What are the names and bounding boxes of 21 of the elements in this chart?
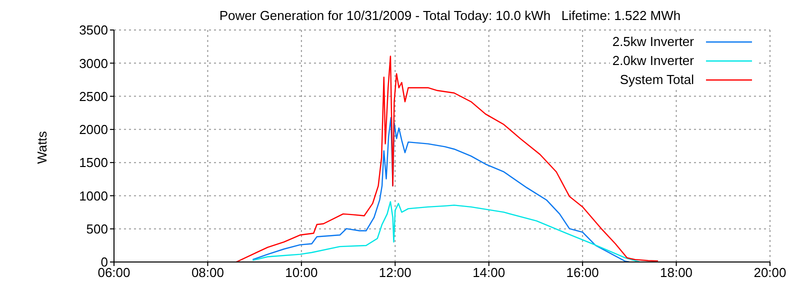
y-tick-label: 2500 bbox=[79, 88, 108, 104]
y-axis-title: Watts bbox=[34, 130, 50, 166]
line-series bbox=[252, 201, 640, 262]
legend-label: 2.5kw Inverter bbox=[612, 34, 694, 49]
legend-label: 2.0kw Inverter bbox=[612, 53, 694, 68]
x-tick-label: 14:00 bbox=[472, 265, 506, 280]
x-tick-label: 10:00 bbox=[285, 265, 318, 280]
x-tick-label: 18:00 bbox=[660, 265, 693, 280]
y-tick-label: 3000 bbox=[79, 56, 108, 71]
line-series bbox=[252, 116, 630, 262]
legend-label: System Total bbox=[620, 72, 694, 87]
x-tick-label: 16:00 bbox=[566, 265, 599, 280]
y-tick-label: 2000 bbox=[79, 122, 108, 138]
y-tick-label: 1500 bbox=[79, 155, 108, 170]
x-tick-label: 12:00 bbox=[378, 265, 412, 280]
y-tick-label: 3500 bbox=[79, 22, 108, 38]
chart-title: Power Generation for 10/31/2009 - Total Today: 10.0 kWh Lifetime: 1.522 MWh bbox=[218, 8, 682, 23]
y-tick-label: 500 bbox=[86, 221, 108, 236]
x-tick-label: 20:00 bbox=[754, 265, 786, 280]
x-tick-label: 08:00 bbox=[191, 265, 224, 280]
y-tick-label: 1000 bbox=[79, 188, 108, 204]
